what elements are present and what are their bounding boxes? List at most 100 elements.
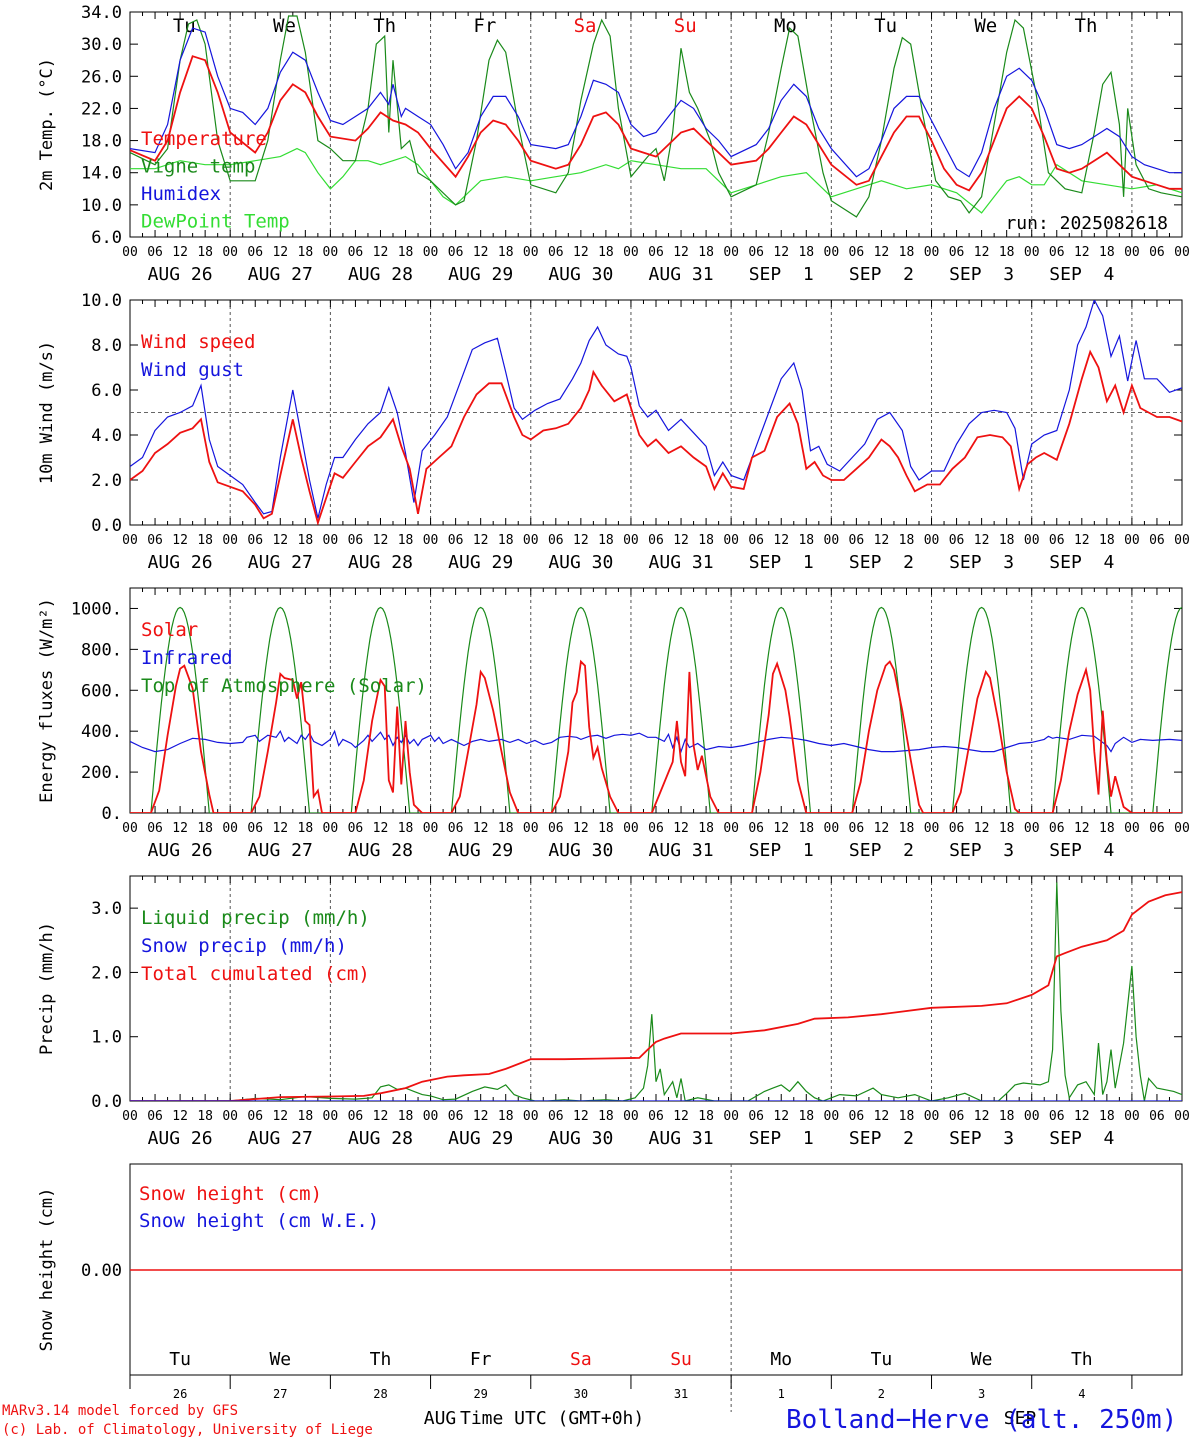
hour-tick-label: 18	[197, 821, 213, 836]
legend-entry: DewPoint Temp	[141, 211, 290, 233]
hour-tick-label: 00	[1174, 821, 1190, 836]
hour-tick-label: 12	[373, 245, 389, 260]
hour-tick-label: 12	[673, 821, 689, 836]
hour-tick-label: 12	[172, 1109, 188, 1124]
legend-entry: Snow height (cm W.E.)	[139, 1210, 379, 1232]
weekday-label: Mo	[770, 1349, 792, 1370]
weekday-label: Th	[370, 1349, 392, 1370]
hour-tick-label: 12	[473, 821, 489, 836]
hour-tick-label: 06	[1149, 821, 1165, 836]
hour-tick-label: 12	[1074, 245, 1090, 260]
weekday-label: Tu	[871, 1349, 893, 1370]
y-tick-label: 26.0	[81, 67, 122, 87]
hour-tick-label: 06	[1049, 533, 1065, 548]
hour-tick-label: 00	[1024, 533, 1040, 548]
weekday-label: Su	[670, 1349, 692, 1370]
hour-tick-label: 12	[373, 821, 389, 836]
hour-tick-label: 18	[398, 245, 414, 260]
hour-tick-label: 06	[147, 821, 163, 836]
hour-tick-label: 06	[949, 245, 965, 260]
legend-entry: Wind gust	[141, 359, 244, 381]
weekday-label: Th	[373, 15, 396, 37]
weekday-label: Th	[1071, 1349, 1093, 1370]
hour-tick-label: 18	[798, 821, 814, 836]
hour-tick-label: 06	[949, 821, 965, 836]
date-label: SEP 4	[1049, 840, 1114, 861]
date-label: AUG 27	[248, 552, 313, 573]
hour-tick-label: 12	[773, 821, 789, 836]
wind-panel: 10.0 8.0 6.0 4.0 2.0 0.0 10m Wind (m/s) Wind sp…	[37, 291, 1190, 573]
hour-tick-label: 06	[648, 533, 664, 548]
date-label: AUG 28	[348, 264, 413, 285]
date-label: AUG 26	[148, 1128, 213, 1149]
hour-tick-label: 12	[172, 533, 188, 548]
series-line-3	[130, 147, 1182, 214]
hour-tick-label: 12	[373, 1109, 389, 1124]
y-tick-label: 600.	[81, 681, 122, 701]
hour-tick-label: 06	[147, 1109, 163, 1124]
hour-tick-label: 18	[598, 533, 614, 548]
date-label: AUG 31	[649, 264, 714, 285]
hour-tick-label: 00	[523, 821, 539, 836]
hour-tick-label: 12	[673, 533, 689, 548]
series-line-1	[130, 15, 1182, 218]
hour-tick-label: 00	[924, 1109, 940, 1124]
hour-tick-label: 00	[1124, 1109, 1140, 1124]
hour-tick-label: 18	[999, 245, 1015, 260]
hour-tick-label: 18	[598, 821, 614, 836]
weekday-label: We	[273, 15, 296, 37]
hour-tick-label: 18	[999, 1109, 1015, 1124]
weekday-label: Tu	[169, 1349, 191, 1370]
weekday-label: Mo	[774, 15, 797, 37]
day-number: 28	[373, 1387, 387, 1401]
hour-tick-label: 06	[748, 533, 764, 548]
time-axis-label: Time UTC (GMT+0h)	[460, 1408, 644, 1429]
day-number: 30	[574, 1387, 588, 1401]
hour-tick-label: 00	[222, 821, 238, 836]
hour-tick-label: 18	[197, 533, 213, 548]
y-tick-label: 6.0	[91, 228, 122, 248]
hour-tick-label: 00	[924, 245, 940, 260]
hour-tick-label: 12	[974, 533, 990, 548]
hour-tick-label: 00	[924, 533, 940, 548]
date-label: AUG 26	[148, 552, 213, 573]
series-line-2	[130, 27, 1182, 178]
hour-tick-label: 00	[1024, 245, 1040, 260]
date-label: AUG 29	[448, 264, 513, 285]
series-line-0	[130, 55, 1182, 192]
date-label: AUG 31	[649, 1128, 714, 1149]
hour-tick-label: 12	[874, 245, 890, 260]
hour-tick-label: 12	[874, 533, 890, 548]
hour-tick-label: 18	[1099, 1109, 1115, 1124]
legend-entry: Humidex	[141, 183, 221, 205]
hour-tick-label: 18	[1099, 245, 1115, 260]
date-label: SEP 1	[749, 552, 814, 573]
hour-tick-label: 18	[1099, 533, 1115, 548]
hour-tick-label: 00	[723, 245, 739, 260]
legend-entry: Snow height (cm)	[139, 1183, 322, 1205]
hour-tick-label: 12	[1074, 1109, 1090, 1124]
hour-tick-label: 18	[197, 1109, 213, 1124]
hour-tick-label: 00	[824, 533, 840, 548]
hour-tick-label: 00	[122, 1109, 138, 1124]
hour-tick-label: 06	[648, 1109, 664, 1124]
date-label: AUG 26	[148, 840, 213, 861]
hour-tick-label: 00	[423, 821, 439, 836]
day-number: 3	[978, 1387, 985, 1401]
hour-tick-label: 06	[548, 821, 564, 836]
day-number: 2	[878, 1387, 885, 1401]
y-tick-label: 0.00	[81, 1261, 122, 1281]
hour-tick-label: 00	[423, 533, 439, 548]
footer: MARv3.14 model forced by GFS (c) Lab. of…	[2, 1403, 1177, 1438]
month-label: SEP	[1004, 1408, 1037, 1429]
hour-tick-label: 12	[974, 245, 990, 260]
hour-tick-label: 06	[849, 821, 865, 836]
hour-tick-label: 06	[748, 821, 764, 836]
hour-tick-label: 18	[498, 1109, 514, 1124]
legend-entry: Solar	[141, 619, 198, 641]
day-number: 1	[778, 1387, 785, 1401]
hour-tick-label: 18	[798, 1109, 814, 1124]
date-label: AUG 27	[248, 840, 313, 861]
hour-tick-label: 00	[924, 821, 940, 836]
cumulated-precip-line	[130, 891, 1182, 1101]
